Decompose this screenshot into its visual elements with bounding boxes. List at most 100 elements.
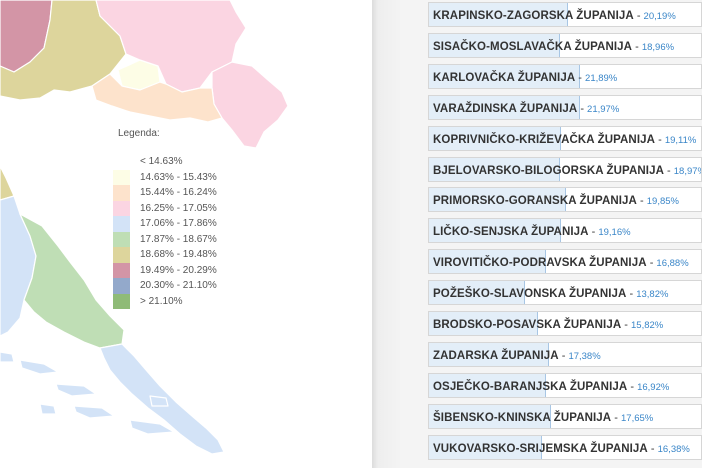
county-share-bar <box>429 3 569 26</box>
map-island-7 <box>149 395 169 407</box>
county-name: VARAŽDINSKA ŽUPANIJA <box>433 102 578 115</box>
county-share-bar <box>429 250 546 274</box>
county-value: 20,19% <box>643 11 676 22</box>
county-separator: - <box>627 380 638 393</box>
county-name: BJELOVARSKO-BILOGORSKA ŽUPANIJA <box>433 164 664 177</box>
county-list-item[interactable]: VARAŽDINSKA ŽUPANIJA - 21,97% <box>428 94 702 120</box>
county-name: BRODSKO-POSAVSKA ŽUPANIJA <box>433 319 622 331</box>
county-text: KOPRIVNIČKO-KRIŽEVAČKA ŽUPANIJA - 19,11% <box>433 127 696 150</box>
county-text: VUKOVARSKO-SRIJEMSKA ŽUPANIJA - 16,38% <box>433 436 690 459</box>
county-separator: - <box>636 195 647 208</box>
legend-label: 14.63% - 15.43% <box>140 171 217 183</box>
legend-row: 18.68% - 19.48% <box>113 247 217 263</box>
county-value: 18,96% <box>641 41 675 53</box>
county-value: 18,97% <box>673 165 701 177</box>
legend-row: < 14.63% <box>113 154 217 170</box>
legend-swatch <box>113 278 130 294</box>
county-list-item[interactable]: KARLOVAČKA ŽUPANIJA - 21,89% <box>428 63 702 89</box>
map-island-5 <box>39 403 57 415</box>
county-list-panel[interactable]: KRAPINSKO-ZAGORSKA ŽUPANIJA - 20,19% SISA… <box>402 0 702 468</box>
county-name: ŠIBENSKO-KNINSKA ŽUPANIJA <box>433 411 612 424</box>
county-text: BJELOVARSKO-BILOGORSKA ŽUPANIJA - 18,97% <box>433 158 701 181</box>
county-value: 17,65% <box>621 412 654 424</box>
county-value: 16,92% <box>637 381 670 393</box>
county-share-bar <box>429 373 546 397</box>
county-text: LIČKO-SENJSKA ŽUPANIJA - 19,16% <box>433 219 631 242</box>
county-list-item[interactable]: BRODSKO-POSAVSKA ŽUPANIJA - 15,82% <box>428 311 702 336</box>
county-value: 15,82% <box>631 320 664 331</box>
county-text: OSJEČKO-BARANJSKA ŽUPANIJA - 16,92% <box>433 374 669 397</box>
map-island-2 <box>55 383 97 397</box>
county-text: POŽEŠKO-SLAVONSKA ŽUPANIJA - 13,82% <box>433 281 668 304</box>
county-name: VUKOVARSKO-SRIJEMSKA ŽUPANIJA <box>433 442 648 455</box>
legend-swatch <box>113 169 130 185</box>
county-share-bar <box>429 126 561 150</box>
legend-row: 17.87% - 18.67% <box>113 231 217 247</box>
legend-label: 16.25% - 17.05% <box>140 202 217 214</box>
map-region-sibensko-kninska[interactable] <box>19 213 125 349</box>
legend-swatch <box>113 247 130 263</box>
legend-row: 16.25% - 17.05% <box>113 200 217 216</box>
county-share-bar <box>429 188 566 212</box>
legend-title: Legenda: <box>118 128 160 139</box>
map-region-licko-senjska[interactable] <box>0 165 15 201</box>
county-separator: - <box>558 349 569 362</box>
county-share-bar <box>429 342 550 366</box>
county-list-item[interactable]: OSJEČKO-BARANJSKA ŽUPANIJA - 16,92% <box>428 372 702 398</box>
county-separator: - <box>633 10 644 22</box>
map-region-pozesko-slavonska[interactable] <box>91 73 223 123</box>
county-separator: - <box>621 319 631 331</box>
county-text: VARAŽDINSKA ŽUPANIJA - 21,97% <box>433 96 619 119</box>
county-value: 19,85% <box>646 196 679 208</box>
map-legend: Legenda: < 14.63% 14.63% - 15.43% 15.44% -… <box>113 127 217 309</box>
county-share-bar <box>429 312 539 335</box>
county-list-item[interactable]: ZADARSKA ŽUPANIJA - 17,38% <box>428 341 702 367</box>
legend-row: 20.30% - 21.10% <box>113 278 217 294</box>
legend-label: < 14.63% <box>140 156 183 168</box>
county-share-bar <box>429 435 543 459</box>
legend-swatch <box>113 262 130 278</box>
county-list-item[interactable]: SISAČKO-MOSLAVAČKA ŽUPANIJA - 18,96% <box>428 32 702 58</box>
county-list-item[interactable]: KOPRIVNIČKO-KRIŽEVAČKA ŽUPANIJA - 19,11% <box>428 125 702 151</box>
county-list-item[interactable]: LIČKO-SENJSKA ŽUPANIJA - 19,16% <box>428 218 702 244</box>
county-name: KARLOVAČKA ŽUPANIJA <box>433 71 576 84</box>
county-list-item[interactable]: KRAPINSKO-ZAGORSKA ŽUPANIJA - 20,19% <box>428 2 702 27</box>
county-separator: - <box>626 288 637 301</box>
panel-divider <box>372 0 402 468</box>
legend-label: 15.44% - 16.24% <box>140 187 217 199</box>
county-list-item[interactable]: BJELOVARSKO-BILOGORSKA ŽUPANIJA - 18,97% <box>428 156 702 182</box>
county-text: SISAČKO-MOSLAVAČKA ŽUPANIJA - 18,96% <box>433 34 674 57</box>
county-share-bar <box>429 33 560 57</box>
croatia-county-map[interactable] <box>0 0 372 468</box>
map-island-1 <box>19 359 59 375</box>
county-value: 13,82% <box>636 289 669 301</box>
county-separator: - <box>575 71 586 84</box>
legend-swatch <box>113 200 130 216</box>
legend-label: 17.06% - 17.86% <box>140 218 217 230</box>
legend-label: 20.30% - 21.10% <box>140 280 217 292</box>
county-separator: - <box>647 442 658 455</box>
county-list-item[interactable]: VIROVITIČKO-PODRAVSKA ŽUPANIJA - 16,88% <box>428 249 702 275</box>
county-separator: - <box>663 164 674 177</box>
map-region-zadarska[interactable] <box>0 195 37 337</box>
county-share-bar <box>429 404 551 428</box>
county-list-item[interactable]: PRIMORSKO-GORANSKA ŽUPANIJA - 19,85% <box>428 187 702 213</box>
county-list-item[interactable]: POŽEŠKO-SLAVONSKA ŽUPANIJA - 13,82% <box>428 280 702 306</box>
legend-label: 18.68% - 19.48% <box>140 249 217 261</box>
legend-swatch <box>113 216 130 232</box>
county-share-bar <box>429 219 562 243</box>
county-value: 19,16% <box>598 227 631 239</box>
county-text: ZADARSKA ŽUPANIJA - 17,38% <box>433 343 601 366</box>
legend-swatch <box>113 185 130 201</box>
county-text: KARLOVAČKA ŽUPANIJA - 21,89% <box>433 65 617 88</box>
legend-row: 17.06% - 17.86% <box>113 216 217 232</box>
legend-swatch <box>113 231 130 247</box>
legend-row: 19.49% - 20.29% <box>113 262 217 278</box>
legend-label: 19.49% - 20.29% <box>140 264 217 276</box>
county-separator: - <box>632 40 642 53</box>
county-list-item[interactable]: VUKOVARSKO-SRIJEMSKA ŽUPANIJA - 16,38% <box>428 434 702 460</box>
county-value: 16,88% <box>656 258 689 270</box>
map-region-viroviticko-podravska[interactable] <box>211 61 289 149</box>
county-list-item[interactable]: ŠIBENSKO-KNINSKA ŽUPANIJA - 17,65% <box>428 403 702 429</box>
county-share-bar <box>429 64 580 88</box>
